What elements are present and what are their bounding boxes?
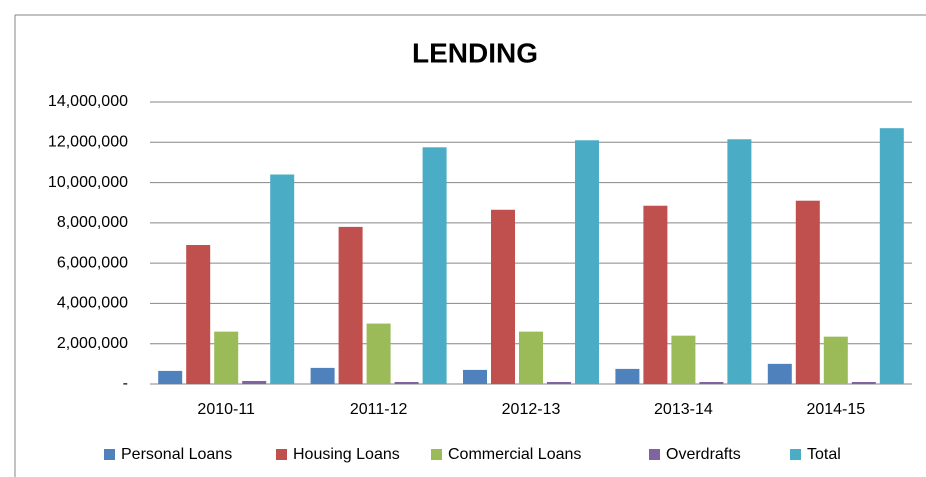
x-tick-label: 2013-14	[654, 401, 713, 418]
y-tick-label: 8,000,000	[57, 214, 128, 231]
bar	[270, 174, 295, 384]
bar	[158, 370, 183, 384]
bar	[851, 381, 876, 384]
chart-title: LENDING	[412, 37, 538, 68]
legend-label: Total	[807, 446, 841, 463]
legend-label: Personal Loans	[121, 446, 232, 463]
y-tick-label: 2,000,000	[57, 335, 128, 352]
y-tick-label: 14,000,000	[48, 93, 128, 110]
x-tick-label: 2011-12	[350, 401, 408, 418]
legend-swatch	[649, 449, 660, 460]
bar	[643, 205, 668, 384]
bar	[671, 335, 696, 384]
legend-swatch	[276, 449, 287, 460]
legend-label: Overdrafts	[666, 446, 741, 463]
bar	[699, 381, 724, 384]
y-tick-label: 10,000,000	[48, 174, 128, 191]
y-tick-label: 6,000,000	[57, 254, 128, 271]
bar	[394, 381, 419, 384]
bar	[338, 226, 363, 384]
bar	[767, 363, 792, 384]
legend-label: Commercial Loans	[448, 446, 581, 463]
bar	[242, 380, 267, 384]
bar	[615, 368, 640, 384]
legend-swatch	[104, 449, 115, 460]
y-tick-label: 12,000,000	[48, 134, 128, 151]
bar	[422, 147, 447, 384]
x-tick-label: 2012-13	[502, 401, 561, 418]
legend-swatch	[431, 449, 442, 460]
bar	[727, 139, 752, 384]
bar	[463, 369, 487, 384]
bar	[214, 331, 239, 384]
bar	[879, 128, 904, 384]
y-tick-label: 4,000,000	[57, 295, 128, 312]
bar	[519, 331, 543, 384]
bar	[366, 323, 391, 384]
bar	[186, 245, 211, 384]
y-tick-label: -	[123, 375, 128, 392]
x-tick-label: 2010-11	[197, 401, 255, 418]
bar	[575, 140, 599, 384]
bar	[310, 367, 335, 384]
legend-label: Housing Loans	[293, 446, 400, 463]
x-tick-label: 2014-15	[806, 401, 865, 418]
legend-swatch	[790, 449, 801, 460]
bar	[795, 200, 820, 384]
bar	[547, 381, 571, 384]
bar	[823, 336, 848, 384]
bar	[491, 209, 515, 384]
